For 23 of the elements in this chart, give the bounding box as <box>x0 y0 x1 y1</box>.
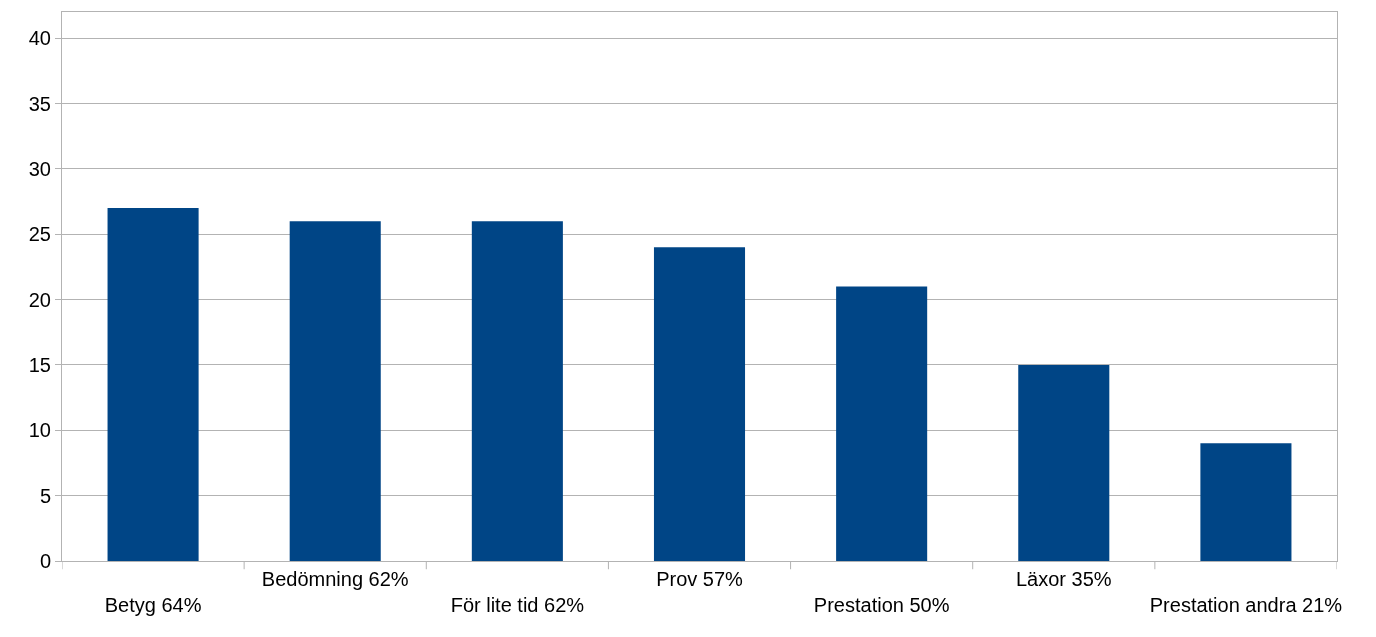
bar <box>471 221 563 561</box>
bar <box>107 208 199 561</box>
y-tick-label: 10 <box>28 419 51 442</box>
x-tick-label: Betyg 64% <box>104 594 202 616</box>
x-tick-label: Prestation andra 21% <box>1149 594 1343 616</box>
bar <box>289 221 381 561</box>
y-tick-label: 25 <box>28 223 51 246</box>
x-tick-label: Prestation 50% <box>813 594 950 616</box>
y-tick-label: 20 <box>28 288 51 311</box>
x-tick-label: För lite tid 62% <box>450 594 585 616</box>
y-tick-label: 15 <box>28 353 51 376</box>
y-tick-label: 35 <box>28 92 51 115</box>
bar <box>1200 443 1292 561</box>
y-tick-label: 30 <box>28 157 51 180</box>
x-tick-label: Bedömning 62% <box>261 568 409 590</box>
bar <box>653 247 746 561</box>
y-tick-label: 5 <box>39 484 51 507</box>
bar <box>836 286 928 561</box>
x-tick-label: Läxor 35% <box>1015 568 1112 590</box>
y-tick-label: 40 <box>28 27 51 50</box>
bar <box>1018 364 1110 561</box>
y-tick-label: 0 <box>39 550 51 572</box>
x-tick-label: Prov 57% <box>656 568 744 590</box>
